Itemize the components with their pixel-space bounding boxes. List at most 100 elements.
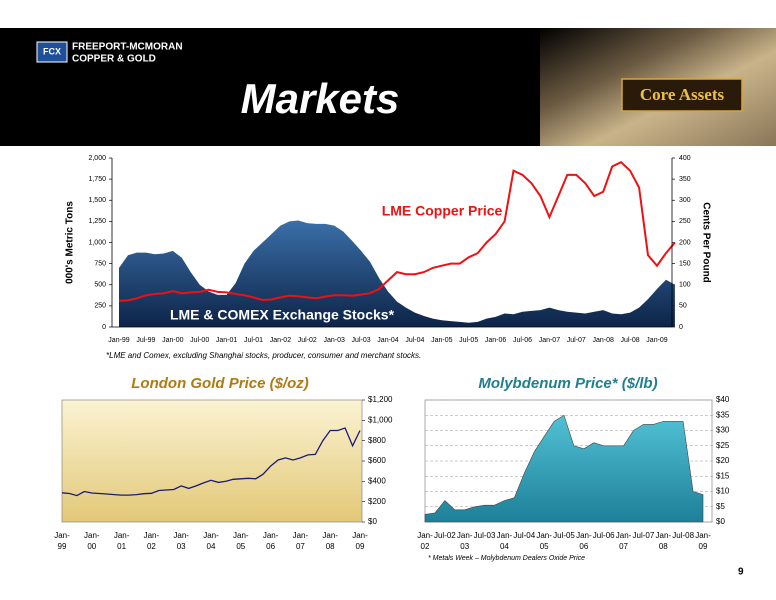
x-tick-label: Jul-07: [632, 531, 655, 540]
y-tick-label: 250: [94, 303, 106, 310]
x-tick-label: Jan-07: [615, 531, 632, 551]
y2-tick-label: 250: [679, 218, 691, 225]
y2-tick-label: 300: [679, 197, 691, 204]
x-tick-label: Jan-07: [539, 337, 561, 344]
y-tick-label: 1,250: [88, 218, 106, 225]
y-tick-label: $35: [716, 410, 730, 419]
y-tick-label: $200: [368, 497, 386, 506]
logo: [36, 41, 68, 63]
y-tick-label: 2,000: [88, 155, 106, 162]
x-tick-label: Jul-08: [672, 531, 695, 540]
x-tick-label: Jul-02: [433, 531, 456, 540]
y-tick-label: $15: [716, 471, 730, 480]
x-tick-label: Jan-08: [592, 337, 614, 344]
x-tick-label: Jan-99: [54, 531, 70, 551]
x-tick-label: Jul-99: [136, 337, 155, 344]
y-tick-label: $25: [716, 441, 730, 450]
x-tick-label: Jan-01: [216, 337, 238, 344]
x-tick-label: Jul-06: [513, 337, 532, 344]
x-tick-label: Jan-06: [262, 531, 279, 551]
line: [61, 427, 361, 497]
x-tick-label: Jul-05: [553, 531, 575, 540]
line: [118, 160, 676, 302]
x-tick-label: Jan-01: [113, 531, 130, 551]
y2-tick-label: 0: [679, 324, 683, 331]
footnote: *LME and Comex, excluding Shanghai stock…: [106, 351, 421, 360]
x-tick-label: Jan-03: [323, 337, 345, 344]
y2-tick-label: 50: [679, 303, 687, 310]
logo-mark: FCX: [43, 46, 61, 56]
area: [119, 220, 675, 327]
y2-tick-label: 350: [679, 176, 691, 183]
y2-tick-label: 200: [679, 239, 691, 246]
y-tick-label: $5: [716, 502, 725, 511]
x-tick-label: Jan-09: [352, 531, 368, 551]
x-tick-label: Jan-04: [203, 531, 219, 551]
x-tick-label: Jul-00: [190, 337, 209, 344]
badge: Core Assets: [640, 85, 725, 104]
x-tick-label: Jan-03: [456, 531, 473, 551]
x-tick-label: Jan-09: [646, 337, 668, 344]
x-tick-label: Jan-02: [270, 337, 292, 344]
x-tick-label: Jan-03: [173, 531, 189, 551]
x-tick-label: Jan-08: [322, 531, 338, 551]
y-tick-label: $0: [716, 517, 725, 526]
x-tick-label: Jan-02: [417, 531, 433, 551]
chart-title: London Gold Price ($/oz): [131, 375, 309, 392]
x-tick-label: Jul-08: [621, 337, 640, 344]
slide-title: Markets: [241, 75, 400, 122]
x-tick-label: Jan-04: [496, 531, 513, 551]
page-number: 9: [738, 567, 744, 578]
badge-box: [621, 78, 743, 112]
y-axis-title: 000's Metric Tons: [65, 201, 76, 284]
y-tick-label: $20: [716, 456, 730, 465]
y-tick-label: $30: [716, 426, 730, 435]
x-tick-label: Jan-02: [143, 531, 160, 551]
y-tick-label: 750: [94, 260, 106, 267]
series-label: LME & COMEX Exchange Stocks*: [170, 307, 395, 323]
y-tick-label: $400: [368, 476, 386, 485]
y-tick-label: $1,000: [368, 415, 393, 424]
x-tick-label: Jan-09: [695, 531, 711, 551]
x-tick-label: Jan-05: [536, 531, 552, 551]
y-tick-label: 0: [102, 324, 106, 331]
y-tick-label: 1,750: [88, 176, 106, 183]
x-tick-label: Jan-06: [576, 531, 592, 551]
y-tick-label: $1,200: [368, 395, 393, 404]
x-tick-label: Jan-00: [162, 337, 184, 344]
x-tick-label: Jan-05: [233, 531, 249, 551]
y2-tick-label: 150: [679, 260, 691, 267]
x-tick-label: Jan-00: [84, 531, 100, 551]
x-tick-label: Jul-06: [592, 531, 615, 540]
x-tick-label: Jan-06: [485, 337, 507, 344]
y2-tick-label: 400: [679, 155, 691, 162]
x-tick-label: Jan-08: [655, 531, 672, 551]
plot-area: [61, 399, 363, 523]
footnote: * Metals Week – Molybdenum Dealers Oxide…: [428, 555, 585, 562]
y-tick-label: 1,500: [88, 197, 106, 204]
x-tick-label: Jul-02: [298, 337, 317, 344]
x-tick-label: Jan-04: [377, 337, 399, 344]
x-tick-label: Jul-04: [513, 531, 536, 540]
series-label: LME Copper Price: [382, 203, 503, 219]
x-tick-label: Jul-07: [567, 337, 586, 344]
y2-tick-label: 100: [679, 282, 691, 289]
company-name: FREEPORT-MCMORAN: [72, 42, 183, 53]
y-tick-label: $10: [716, 487, 730, 496]
x-tick-label: Jan-99: [108, 337, 130, 344]
y-tick-label: $800: [368, 436, 386, 445]
y-tick-label: 500: [94, 282, 106, 289]
x-tick-label: Jul-01: [244, 337, 263, 344]
x-tick-label: Jul-05: [459, 337, 478, 344]
x-tick-label: Jul-04: [405, 337, 424, 344]
y-tick-label: $600: [368, 456, 386, 465]
area: [424, 414, 704, 523]
y-tick-label: $0: [368, 517, 377, 526]
y-tick-label: 1,000: [88, 239, 106, 246]
x-tick-label: Jul-03: [352, 337, 371, 344]
x-tick-label: Jul-03: [473, 531, 496, 540]
company-name: COPPER & GOLD: [72, 54, 156, 65]
x-tick-label: Jan-05: [431, 337, 453, 344]
